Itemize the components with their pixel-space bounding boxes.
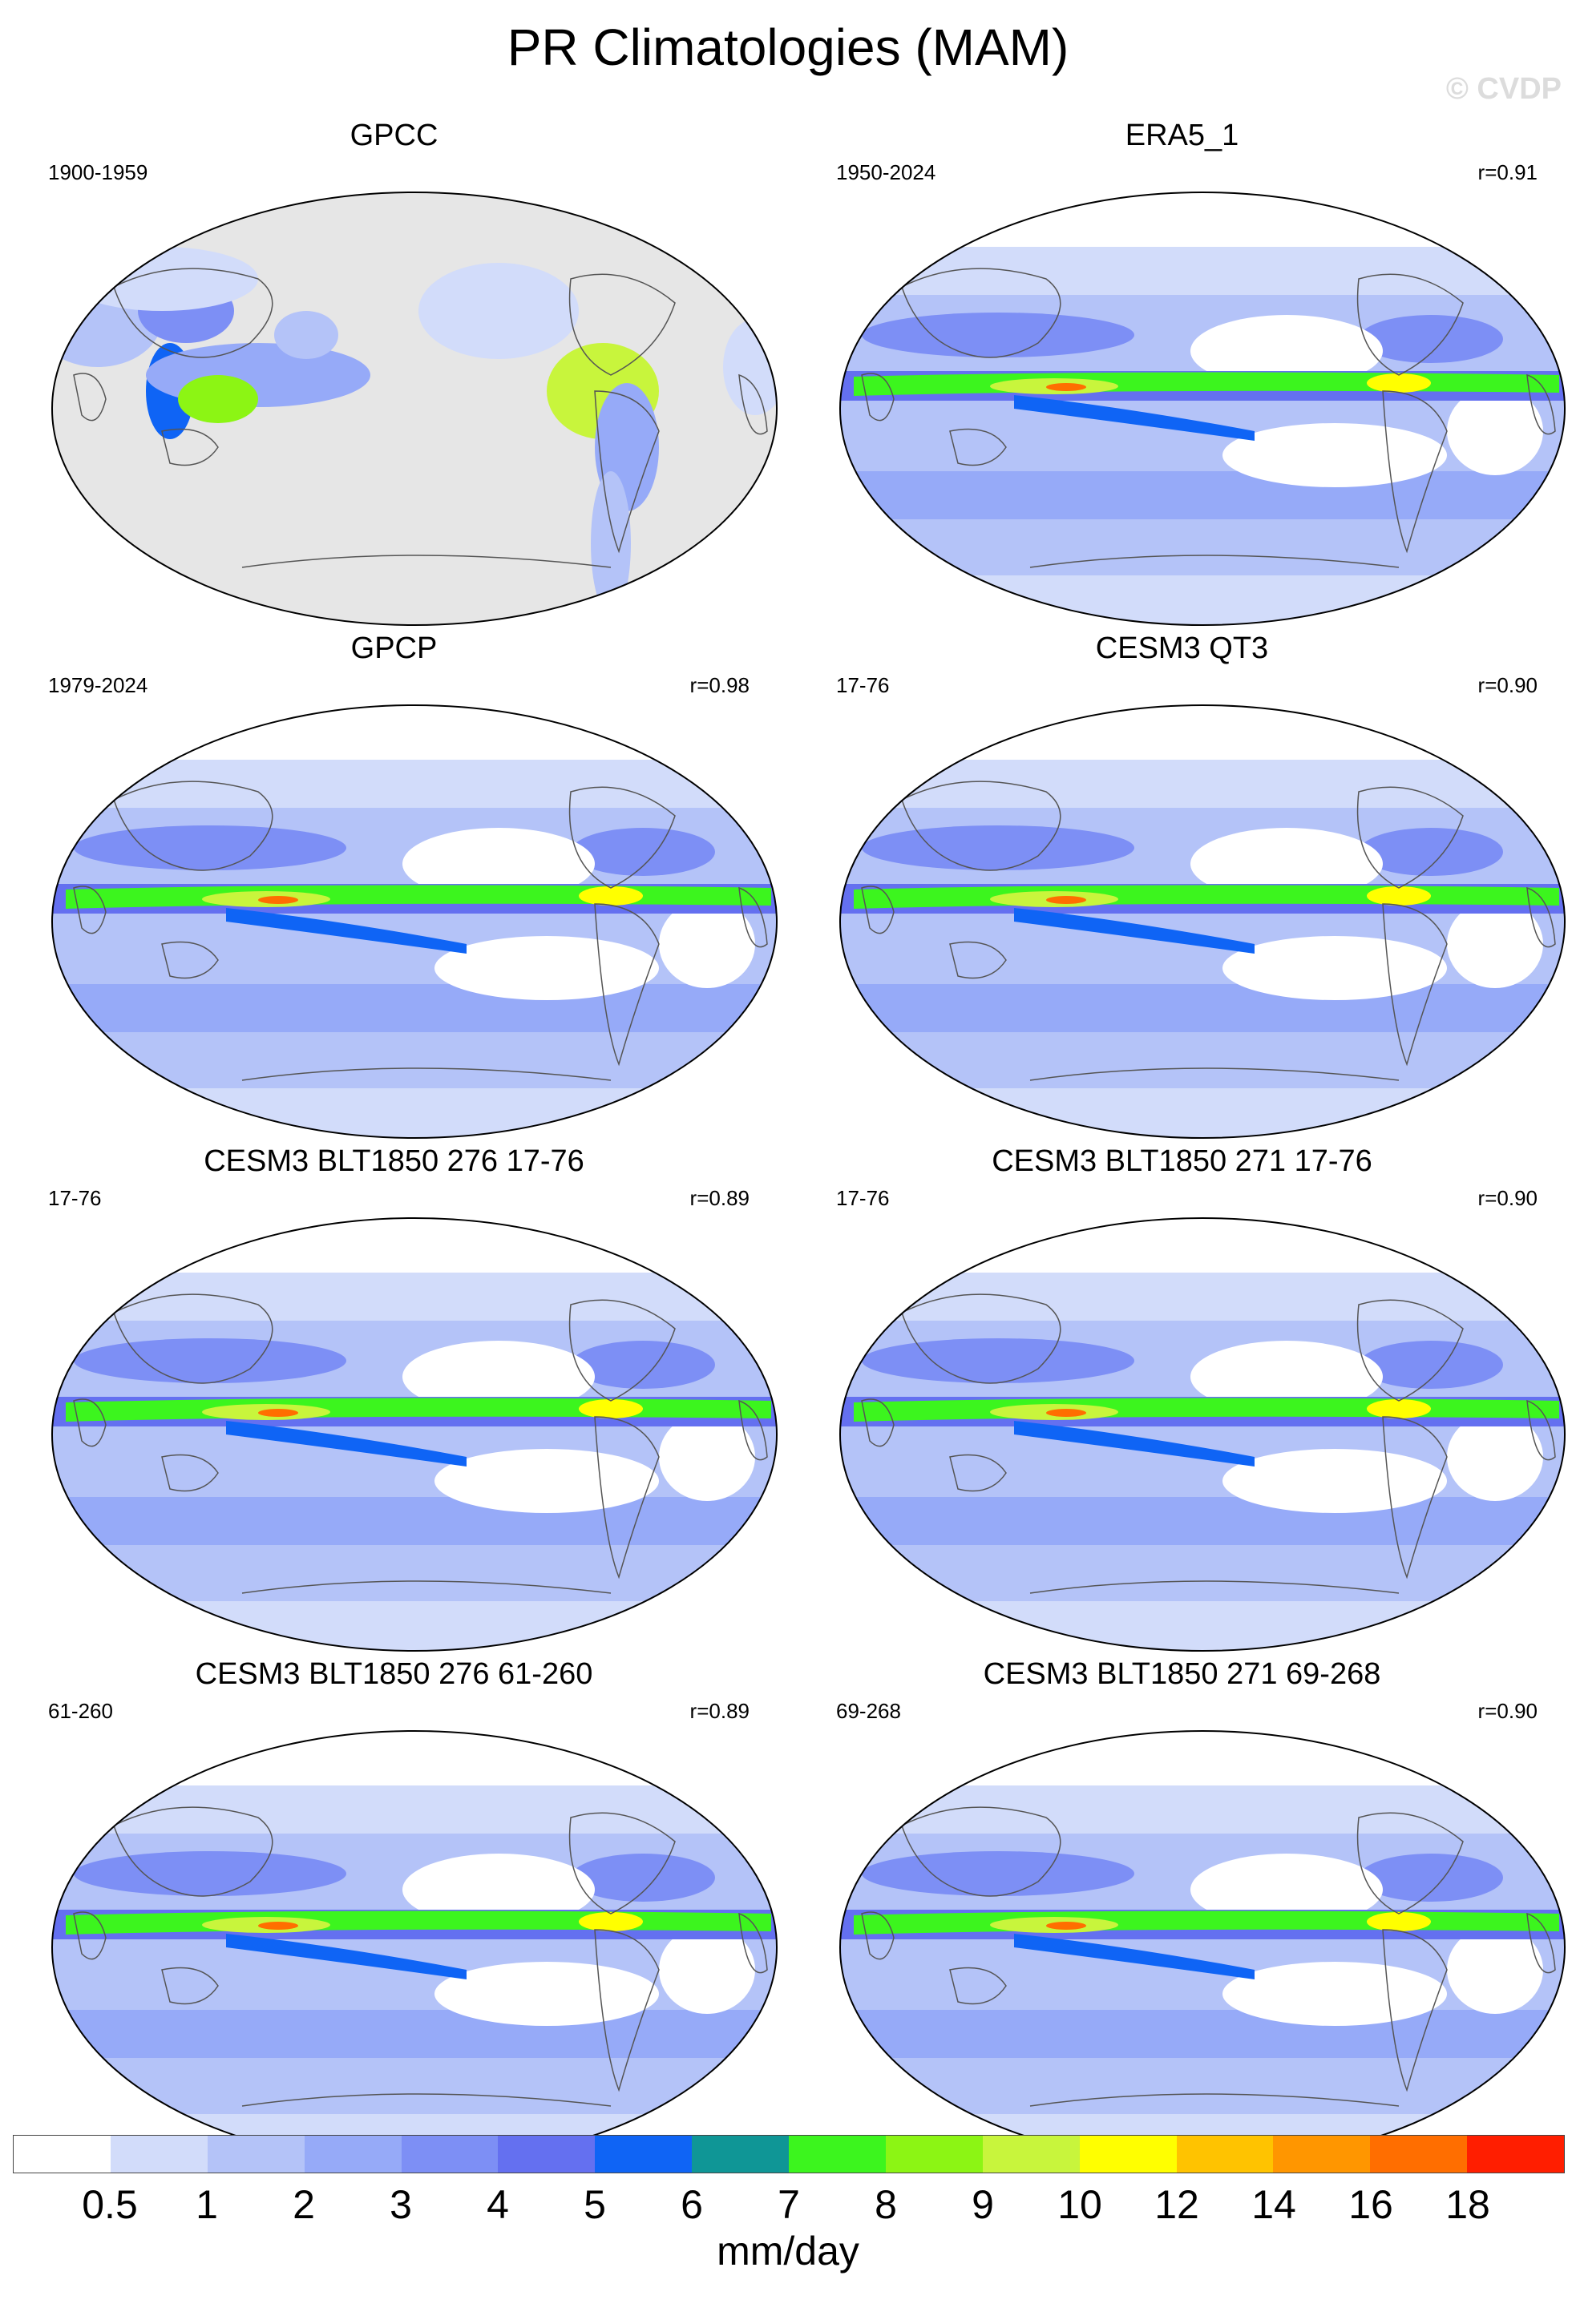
panel-correlation: r=0.98 xyxy=(689,673,750,697)
panel-correlation: r=0.90 xyxy=(1477,1186,1538,1210)
precipitation-map xyxy=(839,192,1566,626)
colorbar-units: mm/day xyxy=(717,2229,859,2274)
map-panel: CESM3 QT3 17-76 r=0.90 xyxy=(788,631,1576,1144)
colorbar-swatch xyxy=(692,2136,789,2173)
colorbar-swatch xyxy=(1273,2136,1371,2173)
panel-correlation: r=0.89 xyxy=(689,1699,750,1723)
colorbar-tick-label: 4 xyxy=(487,2182,509,2227)
panel-period: 1900-1959 xyxy=(48,160,148,184)
panel-correlation: r=0.89 xyxy=(689,1186,750,1210)
figure-title: PR Climatologies (MAM) xyxy=(507,18,1069,76)
cvdp-watermark: © CVDP xyxy=(1445,72,1562,106)
colorbar-swatch xyxy=(789,2136,886,2173)
colorbar-tick-label: 10 xyxy=(1057,2182,1102,2227)
map-panel: CESM3 BLT1850 276 17-76 17-76 r=0.89 xyxy=(0,1144,788,1657)
precipitation-map xyxy=(839,704,1566,1139)
panel-title: GPCC xyxy=(350,119,438,152)
colorbar-tick-label: 5 xyxy=(584,2182,606,2227)
panel-correlation: r=0.90 xyxy=(1477,673,1538,697)
panel-correlation: r=0.90 xyxy=(1477,1699,1538,1723)
panel-period: 1950-2024 xyxy=(836,160,936,184)
colorbar-tick-label: 9 xyxy=(972,2182,994,2227)
map-panel: CESM3 BLT1850 271 69-268 69-268 r=0.90 xyxy=(788,1657,1576,2170)
map-panel: GPCC 1900-1959 xyxy=(0,119,788,631)
colorbar-labels: 0.5 1 2 3 4 5 6 7 8 9 10 12 14 16 18 xyxy=(13,2181,1565,2229)
precipitation-map xyxy=(51,1217,778,1652)
colorbar-tick-label: 2 xyxy=(293,2182,315,2227)
panel-period: 17-76 xyxy=(48,1186,102,1210)
precipitation-map xyxy=(51,1730,778,2165)
panel-period: 17-76 xyxy=(836,1186,890,1210)
map-panel: ERA5_1 1950-2024 r=0.91 xyxy=(788,119,1576,631)
colorbar-swatch xyxy=(1370,2136,1468,2173)
precipitation-map xyxy=(51,192,778,626)
colorbar-tick-label: 18 xyxy=(1445,2182,1490,2227)
colorbar-swatch xyxy=(14,2136,111,2173)
map-panel: CESM3 BLT1850 276 61-260 61-260 r=0.89 xyxy=(0,1657,788,2170)
panel-period: 17-76 xyxy=(836,673,890,697)
colorbar-tick-label: 7 xyxy=(778,2182,800,2227)
colorbar-swatch xyxy=(207,2136,305,2173)
colorbar-tick-label: 12 xyxy=(1154,2182,1199,2227)
panel-title: CESM3 BLT1850 276 17-76 xyxy=(204,1144,584,1178)
precipitation-map xyxy=(839,1730,1566,2165)
panel-period: 61-260 xyxy=(48,1699,113,1723)
panel-title: CESM3 QT3 xyxy=(1095,631,1269,665)
panel-title: GPCP xyxy=(350,631,438,665)
precipitation-map xyxy=(51,704,778,1139)
panel-title: CESM3 BLT1850 271 69-268 xyxy=(983,1657,1381,1691)
colorbar-tick-label: 3 xyxy=(390,2182,412,2227)
colorbar-swatch xyxy=(498,2136,596,2173)
colorbar-swatch xyxy=(982,2136,1080,2173)
panel-title: CESM3 BLT1850 276 61-260 xyxy=(195,1657,593,1691)
colorbar-swatch xyxy=(595,2136,693,2173)
colorbar-tick-label: 1 xyxy=(196,2182,218,2227)
colorbar-swatch xyxy=(885,2136,983,2173)
colorbar-tick-label: 14 xyxy=(1251,2182,1296,2227)
colorbar-tick-label: 0.5 xyxy=(82,2182,138,2227)
colorbar-tick-label: 8 xyxy=(875,2182,897,2227)
precipitation-map xyxy=(839,1217,1566,1652)
colorbar-swatch xyxy=(110,2136,208,2173)
colorbar xyxy=(13,2135,1565,2173)
colorbar-tick-label: 16 xyxy=(1348,2182,1393,2227)
panel-period: 1979-2024 xyxy=(48,673,148,697)
colorbar-tick-label: 6 xyxy=(681,2182,703,2227)
colorbar-swatch xyxy=(1079,2136,1177,2173)
panel-period: 69-268 xyxy=(836,1699,901,1723)
panel-title: ERA5_1 xyxy=(1125,119,1239,152)
panel-correlation: r=0.91 xyxy=(1477,160,1538,184)
colorbar-swatch xyxy=(401,2136,499,2173)
colorbar-swatch xyxy=(1176,2136,1274,2173)
map-panel: CESM3 BLT1850 271 17-76 17-76 r=0.90 xyxy=(788,1144,1576,1657)
colorbar-swatch xyxy=(1467,2136,1564,2173)
panel-title: CESM3 BLT1850 271 17-76 xyxy=(992,1144,1372,1178)
colorbar-swatch xyxy=(304,2136,402,2173)
map-panel: GPCP 1979-2024 r=0.98 xyxy=(0,631,788,1144)
